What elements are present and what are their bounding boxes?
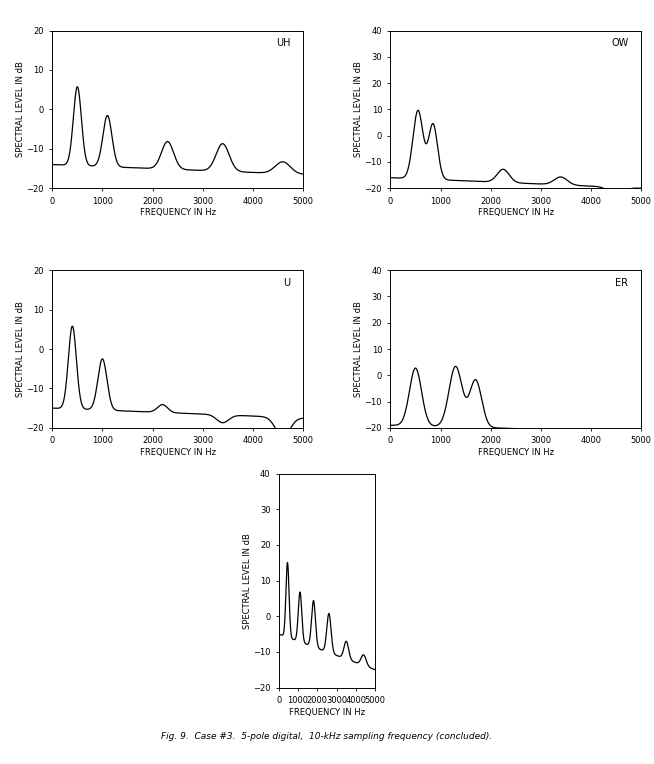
Y-axis label: SPECTRAL LEVEL IN dB: SPECTRAL LEVEL IN dB — [243, 533, 252, 629]
X-axis label: FREQUENCY IN Hz: FREQUENCY IN Hz — [139, 209, 216, 217]
X-axis label: FREQUENCY IN Hz: FREQUENCY IN Hz — [289, 707, 365, 717]
Y-axis label: SPECTRAL LEVEL IN dB: SPECTRAL LEVEL IN dB — [354, 301, 363, 397]
Y-axis label: SPECTRAL LEVEL IN dB: SPECTRAL LEVEL IN dB — [354, 61, 363, 157]
X-axis label: FREQUENCY IN Hz: FREQUENCY IN Hz — [477, 448, 554, 457]
Y-axis label: SPECTRAL LEVEL IN dB: SPECTRAL LEVEL IN dB — [16, 61, 25, 157]
X-axis label: FREQUENCY IN Hz: FREQUENCY IN Hz — [139, 448, 216, 457]
Text: U: U — [283, 278, 290, 288]
Text: Fig. 9.  Case #3.  5-pole digital,  10-kHz sampling frequency (concluded).: Fig. 9. Case #3. 5-pole digital, 10-kHz … — [162, 732, 492, 741]
X-axis label: FREQUENCY IN Hz: FREQUENCY IN Hz — [477, 209, 554, 217]
Y-axis label: SPECTRAL LEVEL IN dB: SPECTRAL LEVEL IN dB — [16, 301, 25, 397]
Text: ER: ER — [615, 278, 628, 288]
Text: OW: OW — [611, 38, 628, 48]
Text: UH: UH — [276, 38, 290, 48]
